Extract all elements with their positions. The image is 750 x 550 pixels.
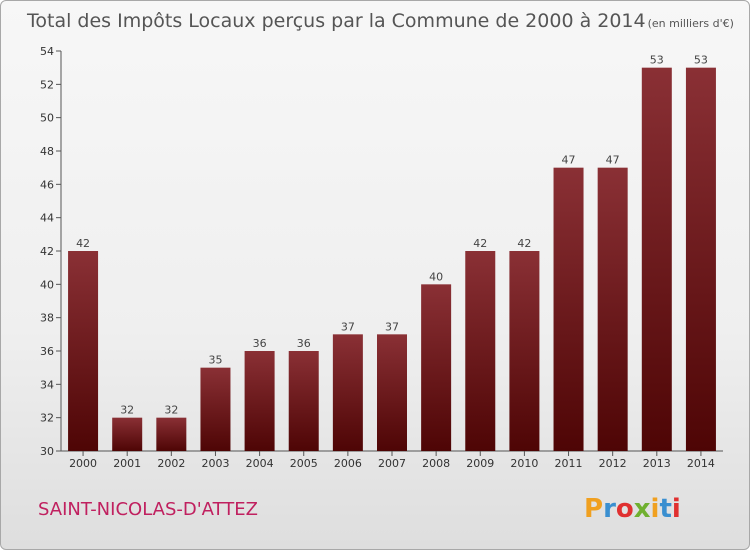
y-tick-label: 30 (40, 445, 54, 458)
bar-value-label-2010: 42 (517, 237, 531, 250)
x-tick-label-2012: 2012 (599, 457, 627, 470)
bar-2012 (597, 167, 628, 451)
y-tick-label: 48 (40, 145, 54, 158)
logo-letter-5: i (651, 494, 660, 524)
logo-letter-4: x (634, 494, 651, 524)
bar-value-label-2009: 42 (473, 237, 487, 250)
bar-value-label-2000: 42 (76, 237, 90, 250)
commune-name: SAINT-NICOLAS-D'ATTEZ (38, 499, 258, 520)
x-tick-label-2002: 2002 (157, 457, 185, 470)
bar-2004 (244, 351, 275, 451)
bar-2007 (377, 334, 407, 451)
proxiti-logo: Proxiti (584, 494, 681, 524)
logo-letter-1: P (584, 494, 603, 524)
bar-value-label-2005: 36 (297, 337, 311, 350)
y-tick-label: 46 (40, 178, 54, 191)
x-tick-label-2011: 2011 (555, 457, 583, 470)
x-tick-label-2014: 2014 (687, 457, 715, 470)
x-tick-label-2010: 2010 (510, 457, 538, 470)
x-tick-label-2000: 2000 (69, 457, 97, 470)
x-tick-label-2008: 2008 (422, 457, 450, 470)
logo-letter-7: i (672, 494, 681, 524)
y-tick-label: 52 (40, 78, 54, 91)
logo-letter-3: o (616, 494, 634, 524)
bar-2008 (421, 284, 452, 451)
y-tick-label: 34 (40, 378, 54, 391)
y-tick-label: 38 (40, 312, 54, 325)
bar-value-label-2003: 35 (208, 354, 222, 367)
chart-title-main: Total des Impôts Locaux perçus par la Co… (26, 10, 646, 32)
bar-value-label-2012: 47 (606, 154, 620, 167)
bar-2011 (553, 167, 584, 451)
logo-letter-2: r (603, 494, 616, 524)
bar-2003 (200, 367, 231, 451)
bar-value-label-2008: 40 (429, 270, 443, 283)
x-tick-label-2003: 2003 (201, 457, 229, 470)
bar-2006 (332, 334, 363, 451)
bar-value-label-2001: 32 (120, 404, 134, 417)
bar-2000 (68, 251, 99, 451)
x-tick-label-2007: 2007 (378, 457, 406, 470)
bar-2001 (112, 417, 143, 451)
y-tick-label: 50 (40, 112, 54, 125)
bar-2010 (509, 251, 540, 451)
x-axis: 2000 2001 2002 2003 2004 2005 2006 2007 2008 2009… (61, 450, 723, 470)
bar-2014 (685, 67, 716, 452)
bar-value-label-2004: 36 (253, 337, 267, 350)
bar-2002 (156, 417, 187, 451)
bar-2005 (288, 351, 319, 451)
bar-value-label-2006: 37 (341, 320, 355, 333)
y-tick-label: 44 (40, 212, 54, 225)
bar-value-label-2014: 53 (694, 54, 708, 67)
y-tick-label: 54 (40, 45, 54, 58)
x-tick-label-2005: 2005 (290, 457, 318, 470)
y-tick-label: 40 (40, 278, 54, 291)
x-tick-label-2009: 2009 (466, 457, 494, 470)
y-tick-label: 42 (40, 245, 54, 258)
bar-2013 (641, 67, 672, 452)
x-tick-label-2006: 2006 (334, 457, 362, 470)
bar-value-label-2007: 37 (385, 320, 399, 333)
y-tick-label: 32 (40, 412, 54, 425)
bar-value-labels: 42 32 32 35 36 36 37 37 40 42 42 47 47 53 53 (76, 54, 708, 417)
bars (68, 67, 716, 452)
chart-title-unit: (en milliers d'€) (648, 17, 734, 30)
chart-title: Total des Impôts Locaux perçus par la Co… (26, 10, 734, 32)
x-tick-label-2013: 2013 (643, 457, 671, 470)
bar-value-label-2013: 53 (650, 54, 664, 67)
bar-value-label-2011: 47 (562, 154, 576, 167)
x-tick-label-2004: 2004 (246, 457, 274, 470)
x-tick-label-2001: 2001 (113, 457, 141, 470)
y-axis: 30 32 34 36 38 40 42 44 46 48 50 52 54 (40, 45, 62, 458)
bar-value-label-2002: 32 (164, 404, 178, 417)
logo-letter-6: t (659, 494, 671, 524)
bar-2009 (465, 251, 496, 451)
y-tick-label: 36 (40, 345, 54, 358)
